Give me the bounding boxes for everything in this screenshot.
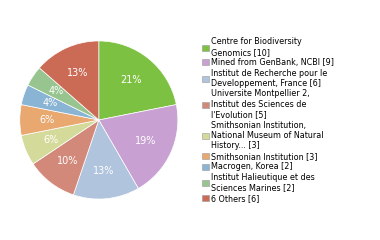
Wedge shape bbox=[21, 85, 99, 120]
Wedge shape bbox=[21, 120, 99, 164]
Text: 21%: 21% bbox=[120, 75, 142, 85]
Wedge shape bbox=[28, 68, 99, 120]
Legend: Centre for Biodiversity
Genomics [10], Mined from GenBank, NCBI [9], Institut de: Centre for Biodiversity Genomics [10], M… bbox=[201, 36, 335, 204]
Text: 6%: 6% bbox=[44, 135, 59, 145]
Wedge shape bbox=[20, 105, 99, 135]
Wedge shape bbox=[40, 41, 99, 120]
Wedge shape bbox=[99, 41, 176, 120]
Text: 6%: 6% bbox=[40, 115, 55, 125]
Text: 4%: 4% bbox=[49, 86, 64, 96]
Text: 13%: 13% bbox=[93, 166, 114, 176]
Wedge shape bbox=[73, 120, 138, 199]
Text: 13%: 13% bbox=[67, 68, 88, 78]
Text: 10%: 10% bbox=[57, 156, 78, 166]
Text: 4%: 4% bbox=[43, 98, 58, 108]
Wedge shape bbox=[99, 105, 178, 188]
Wedge shape bbox=[33, 120, 99, 195]
Text: 19%: 19% bbox=[135, 136, 156, 146]
